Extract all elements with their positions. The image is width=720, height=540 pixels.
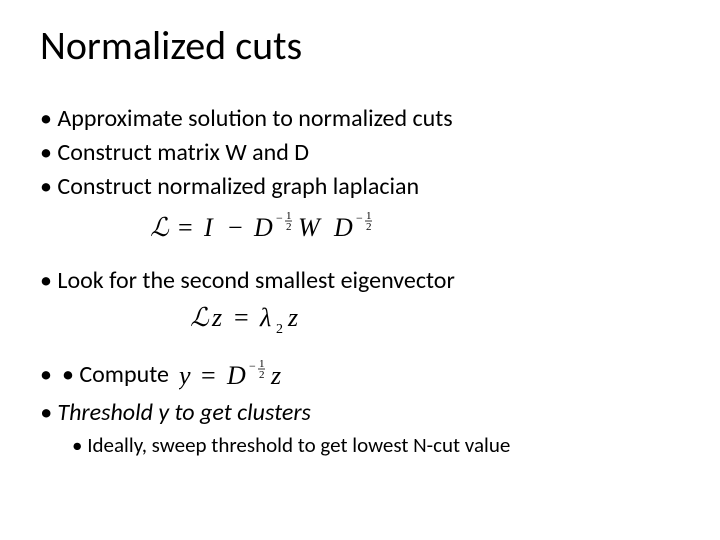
svg-text:z: z — [211, 303, 222, 332]
svg-text:D: D — [333, 213, 353, 242]
bullet-compute-row: Compute y = D − 1 2 z — [40, 356, 680, 394]
svg-text:λ: λ — [259, 303, 271, 332]
slide-title: Normalized cuts — [40, 24, 680, 68]
svg-text:2: 2 — [276, 322, 283, 336]
svg-text:2: 2 — [366, 221, 372, 233]
svg-text:2: 2 — [286, 221, 292, 233]
svg-text:z: z — [287, 303, 298, 332]
svg-text:=: = — [201, 361, 216, 390]
svg-text:y: y — [179, 361, 191, 390]
bullet-threshold: Threshold y to get clusters — [40, 398, 680, 428]
formula-y-svg: y = D − 1 2 z — [179, 356, 329, 394]
svg-text:=: = — [178, 213, 193, 242]
bullet-look: Look for the second smallest eigenvector — [40, 266, 680, 296]
svg-text:D: D — [226, 361, 246, 390]
bullet-construct-wd: Construct matrix W and D — [40, 138, 680, 168]
svg-text:=: = — [234, 303, 249, 332]
slide-body: Approximate solution to normalized cuts … — [40, 104, 680, 458]
svg-text:ℒ: ℒ — [190, 303, 210, 332]
bullet-approx: Approximate solution to normalized cuts — [40, 104, 680, 134]
bullet-sub-ideally: Ideally, sweep threshold to get lowest N… — [72, 432, 680, 458]
svg-text:z: z — [270, 361, 281, 390]
svg-text:ℒ: ℒ — [150, 213, 170, 242]
bullet-construct-lap: Construct normalized graph laplacian — [40, 172, 680, 202]
svg-text:−: − — [249, 359, 256, 373]
svg-text:−: − — [356, 211, 363, 225]
formula-eigen: ℒ z = λ 2 z — [190, 300, 680, 336]
svg-text:I: I — [203, 213, 214, 242]
svg-text:2: 2 — [259, 369, 265, 381]
formula-laplacian-svg: ℒ = I − D − 1 2 W D − 1 2 — [150, 208, 460, 248]
svg-text:D: D — [253, 213, 273, 242]
bullet-compute: Compute — [62, 360, 169, 390]
slide: Normalized cuts Approximate solution to … — [0, 0, 720, 540]
svg-text:−: − — [228, 213, 243, 242]
svg-text:−: − — [276, 211, 283, 225]
formula-eigen-svg: ℒ z = λ 2 z — [190, 300, 370, 336]
formula-laplacian: ℒ = I − D − 1 2 W D − 1 2 — [150, 208, 680, 248]
svg-text:W: W — [298, 213, 322, 242]
